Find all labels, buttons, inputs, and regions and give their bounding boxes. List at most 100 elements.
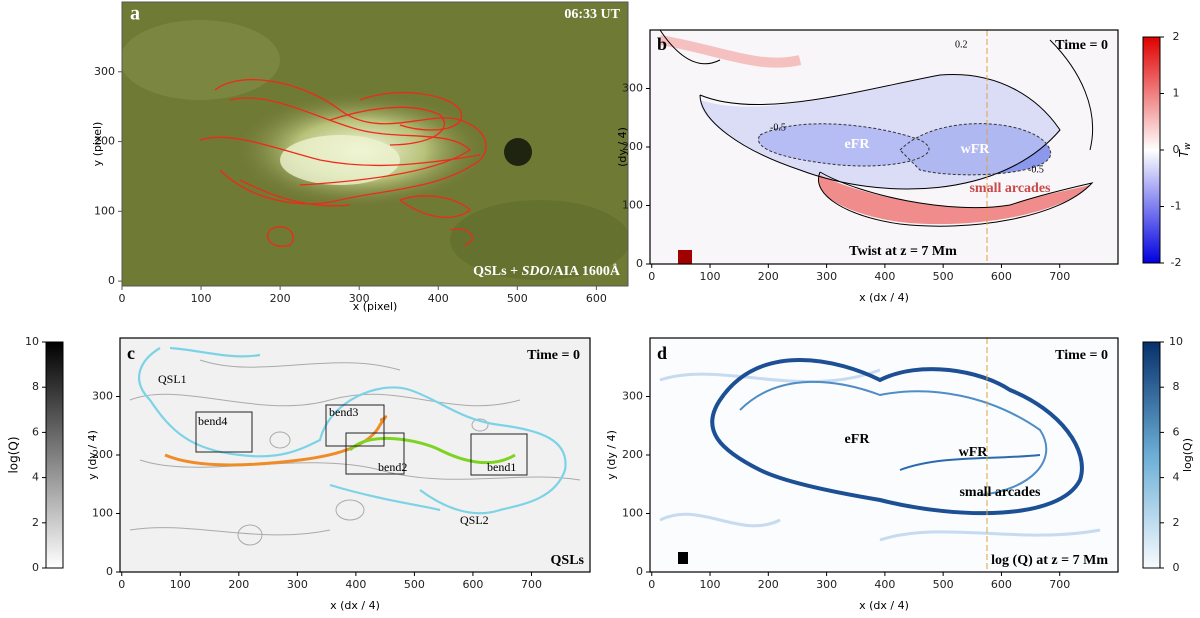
colorbar-tick-label: 8 bbox=[32, 380, 39, 393]
panel-c-image bbox=[120, 338, 590, 572]
annotation: bend3 bbox=[329, 405, 358, 419]
annotation-part: QSLs + bbox=[473, 264, 521, 279]
x-axis-label: x (pixel) bbox=[353, 300, 398, 313]
x-tick-label: 400 bbox=[874, 578, 895, 591]
x-tick-label: 0 bbox=[648, 270, 655, 283]
x-tick-label: 700 bbox=[1049, 270, 1070, 283]
panel-label: a bbox=[130, 3, 140, 25]
annotation: bend2 bbox=[378, 460, 407, 474]
colorbar-label: log(Q) bbox=[1181, 438, 1194, 472]
annotation: Twist at z = 7 Mm bbox=[849, 244, 957, 259]
x-tick-label: 200 bbox=[758, 270, 779, 283]
colorbar-label-sub: w bbox=[1183, 142, 1193, 150]
x-tick-label: 300 bbox=[287, 578, 308, 591]
colorbar-tick-label: 2 bbox=[32, 516, 39, 529]
y-tick-label: 200 bbox=[622, 448, 643, 461]
y-tick-label: 300 bbox=[94, 65, 115, 78]
colorbar-tick-label: 6 bbox=[32, 425, 39, 438]
colorbar-tick-label: 4 bbox=[1173, 471, 1180, 484]
colorbar-tick-label: 4 bbox=[32, 471, 39, 484]
panel-b-image bbox=[650, 30, 1118, 264]
colorbar-tick-label: -2 bbox=[1171, 256, 1182, 269]
colorbar-tick-label: 10 bbox=[25, 335, 39, 348]
annotation: Time = 0 bbox=[527, 348, 580, 363]
x-tick-label: 600 bbox=[991, 270, 1012, 283]
panel-label: d bbox=[657, 343, 667, 363]
colorbar bbox=[1142, 341, 1161, 569]
panel-label: c bbox=[127, 343, 135, 363]
y-tick-label: 100 bbox=[622, 507, 643, 520]
annotation: bend1 bbox=[487, 460, 516, 474]
y-tick-label: 0 bbox=[636, 565, 643, 578]
x-tick-label: 100 bbox=[700, 578, 721, 591]
annotations: a 06:33 UT QSLs + SDO/AIA 1600Å b Time =… bbox=[127, 3, 1108, 569]
x-tick-label: 500 bbox=[933, 578, 954, 591]
colorbar-label: Tw bbox=[1177, 142, 1193, 157]
annotation: Time = 0 bbox=[1055, 348, 1108, 363]
x-axis-label: x (dx / 4) bbox=[859, 291, 909, 304]
x-tick-label: 600 bbox=[586, 292, 607, 305]
y-tick-label: 300 bbox=[622, 82, 643, 95]
y-tick-label: 200 bbox=[622, 140, 643, 153]
colorbar-label: log(Q) bbox=[7, 436, 21, 473]
annotation: QSL2 bbox=[460, 513, 489, 527]
colorbar-label-part: T bbox=[1177, 148, 1191, 157]
x-tick-label: 300 bbox=[349, 292, 370, 305]
annotation-part: /AIA 1600Å bbox=[549, 263, 621, 279]
x-tick-label: 500 bbox=[933, 270, 954, 283]
colorbar bbox=[1142, 36, 1161, 264]
colorbar bbox=[45, 341, 64, 569]
x-axis-label: x (dx / 4) bbox=[330, 599, 380, 612]
colorbar-tick-label: 1 bbox=[1173, 87, 1180, 100]
x-tick-label: 700 bbox=[521, 578, 542, 591]
x-tick-label: 600 bbox=[991, 578, 1012, 591]
x-tick-label: 500 bbox=[404, 578, 425, 591]
annotation: eFR bbox=[845, 432, 871, 447]
contour-label: -0.5 bbox=[770, 122, 786, 133]
x-tick-label: 600 bbox=[462, 578, 483, 591]
colorbar-tick-label: 0 bbox=[32, 561, 39, 574]
colorbar-tick-label: 2 bbox=[1173, 516, 1180, 529]
y-tick-label: 100 bbox=[622, 199, 643, 212]
annotation: small arcades bbox=[969, 181, 1051, 196]
contour-label: 0.2 bbox=[955, 39, 968, 50]
x-tick-label: 0 bbox=[119, 292, 126, 305]
annotation: log (Q) at z = 7 Mm bbox=[991, 553, 1108, 568]
annotation: eFR bbox=[845, 137, 871, 152]
x-tick-label: 500 bbox=[507, 292, 528, 305]
annotation: Time = 0 bbox=[1055, 38, 1108, 53]
x-tick-label: 400 bbox=[874, 270, 895, 283]
annotation: wFR bbox=[959, 445, 989, 460]
annotation: bend4 bbox=[198, 414, 227, 428]
y-axis-label: y (dy / 4) bbox=[605, 430, 618, 480]
panel-a-image bbox=[122, 2, 628, 286]
x-tick-label: 0 bbox=[648, 578, 655, 591]
y-tick-label: 0 bbox=[636, 257, 643, 270]
x-tick-label: 200 bbox=[270, 292, 291, 305]
colorbar-tick-label: 8 bbox=[1173, 380, 1180, 393]
annotation: QSLs bbox=[551, 553, 585, 568]
panel-d-image bbox=[650, 338, 1118, 572]
annotation-part: SDO bbox=[522, 264, 550, 279]
x-tick-label: 300 bbox=[816, 270, 837, 283]
y-tick-label: 200 bbox=[92, 448, 113, 461]
annotation: wFR bbox=[961, 142, 991, 157]
y-tick-label: 0 bbox=[106, 565, 113, 578]
x-tick-label: 100 bbox=[700, 270, 721, 283]
y-tick-label: 300 bbox=[622, 390, 643, 403]
colorbar-tick-label: 0 bbox=[1173, 561, 1180, 574]
y-axis-label: y (pixel) bbox=[91, 122, 104, 167]
x-tick-label: 200 bbox=[228, 578, 249, 591]
colorbar-tick-label: 2 bbox=[1173, 30, 1180, 43]
y-tick-label: 200 bbox=[94, 135, 115, 148]
x-tick-label: 0 bbox=[118, 578, 125, 591]
x-axis-label: x (dx / 4) bbox=[859, 599, 909, 612]
annotation: 06:33 UT bbox=[564, 7, 620, 22]
panel-label: b bbox=[657, 34, 667, 54]
y-tick-label: 0 bbox=[108, 274, 115, 287]
y-tick-label: 300 bbox=[92, 390, 113, 403]
x-tick-label: 700 bbox=[1049, 578, 1070, 591]
annotation: small arcades bbox=[959, 485, 1041, 500]
x-tick-label: 100 bbox=[191, 292, 212, 305]
